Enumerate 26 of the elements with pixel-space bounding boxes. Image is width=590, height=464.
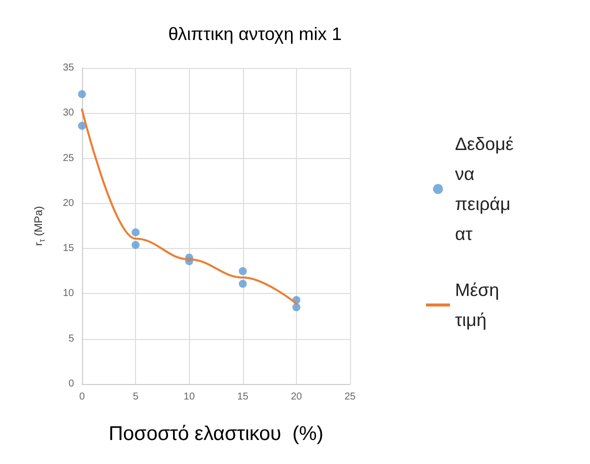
x-tick-label: 15 — [237, 392, 249, 402]
y-tick-label: 20 — [62, 198, 74, 209]
point — [78, 122, 86, 130]
point — [132, 228, 140, 236]
chart-title: θλιπτικη αντοχη mix 1 — [168, 24, 342, 44]
y-tick-label: 30 — [62, 108, 74, 119]
x-tick-label: 20 — [290, 392, 302, 402]
x-axis-title: Ποσοστό ελαστικου (%) — [108, 423, 324, 445]
point — [78, 90, 86, 98]
point — [132, 240, 140, 249]
point — [238, 280, 247, 288]
y-tick-label: 35 — [62, 62, 74, 74]
y-axis-title: rτ (MPa) — [33, 206, 46, 246]
x-tick-label: 25 — [344, 392, 356, 402]
x-tick-label: 10 — [184, 392, 196, 402]
y-tick-label: 0 — [68, 378, 74, 390]
point — [292, 303, 300, 312]
y-tick-label: 15 — [62, 243, 74, 254]
y-tick-label: 10 — [62, 288, 74, 300]
legend-label: Μέση τιμή — [455, 280, 504, 330]
legend-label: Δεδομένα πειράματ — [455, 134, 514, 244]
x-tick-label: 5 — [132, 392, 139, 402]
y-tick-label: 5 — [68, 333, 74, 344]
point — [238, 267, 247, 276]
y-tick-label: 25 — [62, 152, 74, 164]
x-tick-label: 0 — [79, 392, 86, 402]
